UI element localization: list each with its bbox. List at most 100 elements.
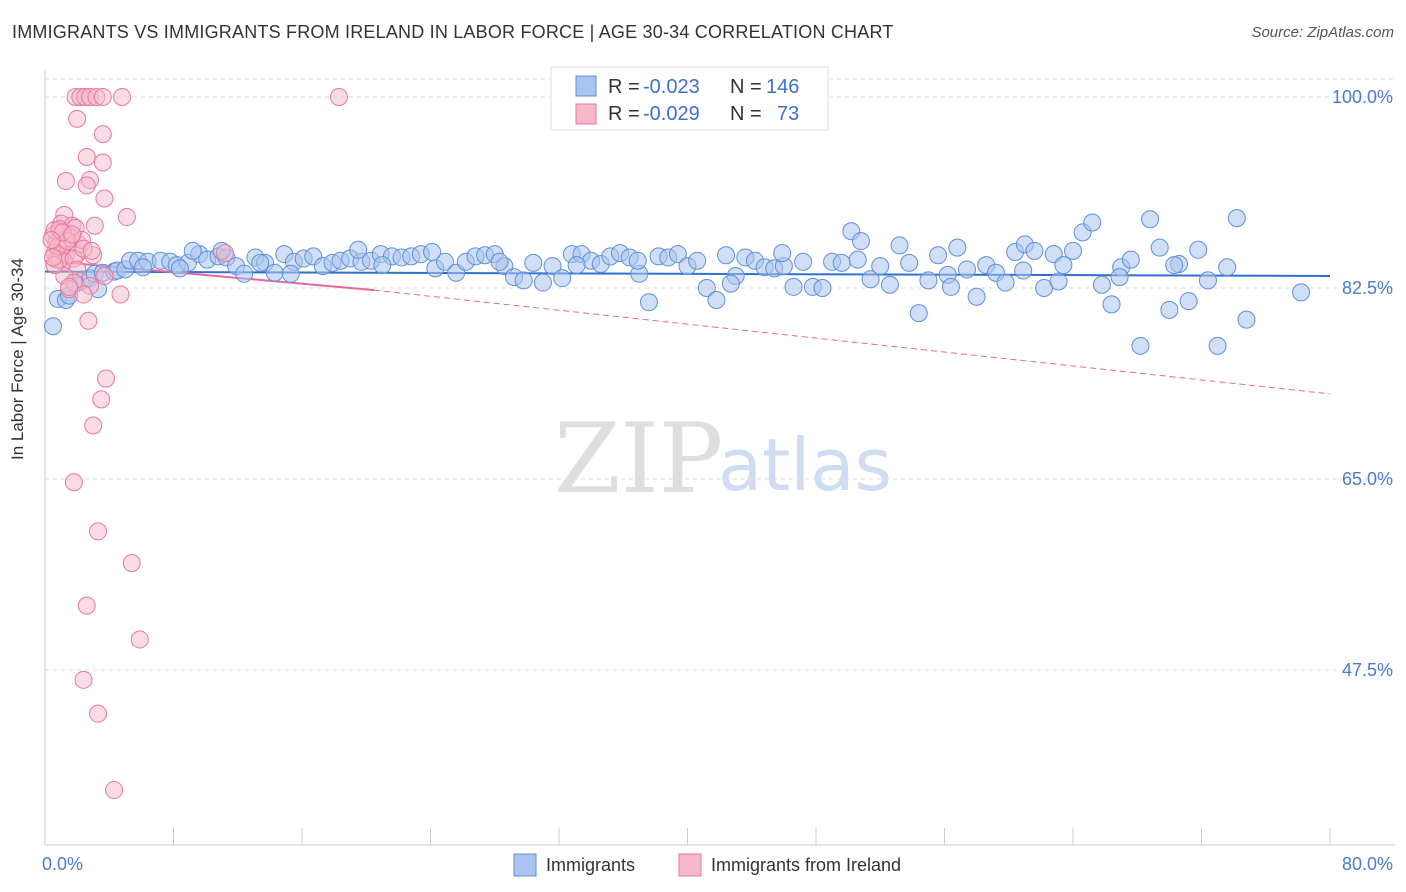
legend-swatch-ireland — [575, 103, 597, 125]
point-immigrants-148 — [281, 264, 300, 283]
point-immigrants-110 — [1083, 213, 1102, 232]
point-immigrants-90 — [890, 236, 909, 255]
legend-swatch-immigrants — [575, 75, 597, 97]
point-immigrants-118 — [1160, 300, 1179, 319]
x-tick-label-0: 0.0% — [42, 854, 83, 874]
point-immigrants-101 — [996, 273, 1015, 292]
point-immigrants-137 — [773, 244, 792, 263]
point-ireland-48 — [79, 311, 98, 330]
point-immigrants-127 — [1292, 283, 1311, 302]
watermark-zip: ZIP — [554, 403, 723, 515]
watermark: ZIP atlas — [554, 403, 892, 515]
point-immigrants-133 — [490, 252, 509, 271]
point-immigrants-98 — [967, 287, 986, 306]
point-ireland-67 — [42, 230, 61, 249]
point-immigrants-138 — [848, 250, 867, 269]
point-immigrants-131 — [349, 240, 368, 259]
trend-lines — [44, 259, 1331, 395]
legend-n-label-1: N = — [730, 76, 762, 98]
point-ireland-56 — [130, 630, 149, 649]
point-immigrants-115 — [1131, 336, 1150, 355]
point-immigrants-82 — [813, 279, 832, 297]
point-immigrants-149 — [373, 256, 392, 275]
point-ireland-47 — [111, 285, 130, 304]
point-immigrants-142 — [1110, 268, 1129, 287]
point-immigrants-143 — [1165, 256, 1184, 275]
point-immigrants-53 — [533, 273, 552, 292]
x-tick-label-1: 80.0% — [1342, 854, 1393, 874]
point-immigrants-52 — [524, 253, 543, 272]
point-ireland-51 — [84, 416, 103, 435]
point-ireland-49 — [97, 369, 116, 388]
point-immigrants-84 — [832, 253, 851, 272]
legend-n-label-2: N = — [730, 103, 762, 125]
point-immigrants-139 — [941, 277, 960, 296]
point-ireland-54 — [122, 554, 141, 573]
point-immigrants-132 — [423, 242, 442, 261]
point-immigrants-123 — [1208, 336, 1227, 355]
point-immigrants-125 — [1227, 209, 1246, 228]
point-immigrants-51 — [514, 271, 533, 290]
point-immigrants-140 — [1014, 261, 1033, 280]
point-ireland-12 — [56, 172, 75, 191]
legend-n-value-1: 146 — [766, 76, 799, 98]
point-immigrants-121 — [1189, 240, 1208, 259]
point-immigrants-107 — [1054, 256, 1073, 275]
legend-n-value-2: 73 — [777, 103, 799, 125]
point-immigrants-96 — [948, 238, 967, 257]
point-ireland-19 — [85, 216, 104, 235]
point-immigrants-111 — [1092, 275, 1111, 294]
point-immigrants-97 — [957, 260, 976, 279]
point-ireland-53 — [89, 522, 108, 541]
point-immigrants-104 — [1025, 241, 1044, 260]
y-tick-label-3: 47.5% — [1342, 660, 1393, 680]
chart-title: IMMIGRANTS VS IMMIGRANTS FROM IRELAND IN… — [12, 22, 894, 42]
point-immigrants-146 — [133, 258, 152, 277]
point-immigrants-26 — [265, 263, 284, 282]
point-immigrants-92 — [909, 304, 928, 323]
y-tick-label-1: 82.5% — [1342, 278, 1393, 298]
point-ireland-52 — [64, 473, 83, 492]
point-immigrants-86 — [851, 232, 870, 251]
point-ireland-17 — [117, 208, 136, 227]
point-immigrants-67 — [668, 245, 687, 264]
legend-box-frame — [550, 66, 829, 131]
point-ireland-58 — [89, 704, 108, 723]
point-immigrants-135 — [628, 251, 647, 270]
point-immigrants-112 — [1102, 295, 1121, 314]
bottom-legend-label-ireland: Immigrants from Ireland — [711, 855, 901, 875]
point-ireland-59 — [105, 781, 124, 800]
point-immigrants-126 — [1237, 310, 1256, 329]
point-immigrants-128 — [183, 241, 202, 260]
legend-box: R = -0.023 N = 146 R = -0.029 N = 73 — [550, 66, 829, 131]
point-immigrants-120 — [1179, 292, 1198, 311]
y-tick-label-0: 100.0% — [1332, 87, 1393, 107]
point-immigrants-54 — [543, 257, 562, 276]
point-ireland-7 — [329, 88, 348, 106]
point-immigrants-136 — [721, 274, 740, 293]
point-immigrants-91 — [900, 253, 919, 272]
bottom-legend-swatch-ireland — [678, 853, 702, 877]
point-immigrants-55 — [553, 269, 572, 288]
point-immigrants-87 — [861, 270, 880, 289]
point-immigrants-147 — [170, 259, 189, 278]
point-ireland-41 — [95, 266, 114, 285]
point-ireland-6 — [113, 88, 132, 106]
point-immigrants-116 — [1141, 210, 1160, 229]
point-ireland-46 — [74, 285, 93, 304]
point-ireland-71 — [82, 241, 101, 260]
point-immigrants-79 — [784, 277, 803, 296]
point-immigrants-124 — [1218, 258, 1237, 277]
bottom-legend-swatch-immigrants — [513, 853, 537, 877]
point-immigrants-88 — [871, 257, 890, 276]
point-ireland-14 — [77, 176, 96, 195]
point-ireland-10 — [77, 148, 96, 167]
axes — [44, 70, 1395, 846]
tick-labels: 100.0% 82.5% 65.0% 47.5% 0.0% 80.0% — [42, 87, 1393, 874]
point-immigrants-71 — [707, 291, 726, 310]
point-immigrants-141 — [1049, 272, 1068, 291]
point-ireland-70 — [63, 225, 82, 244]
point-immigrants-130 — [251, 253, 270, 272]
legend-r-label-2: R = — [608, 103, 640, 125]
